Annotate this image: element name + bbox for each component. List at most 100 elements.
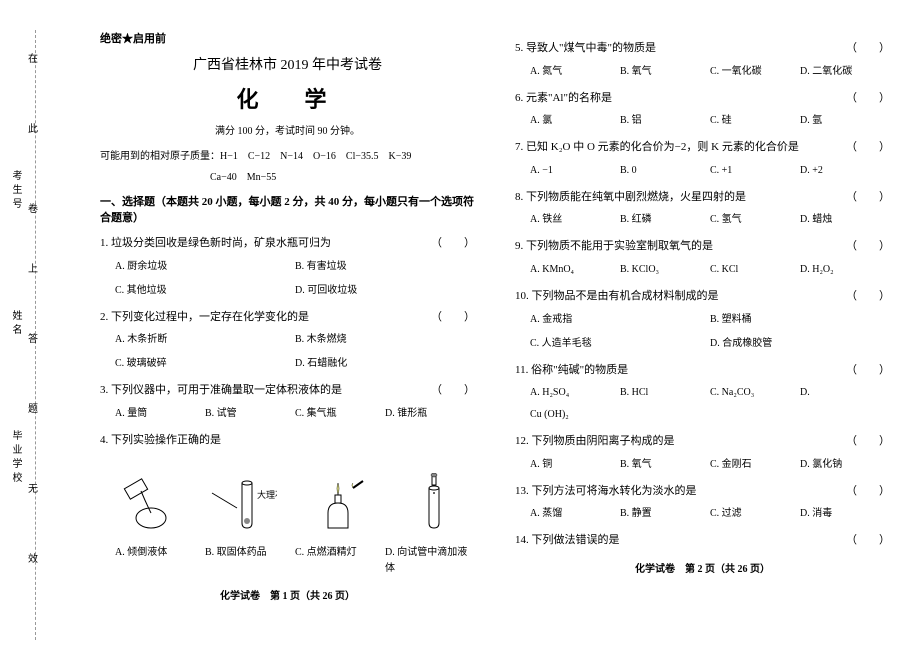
answer-paren: （ ）	[846, 238, 890, 256]
q1-text: 1. 垃圾分类回收是绿色新时尚，矿泉水瓶可归为	[100, 235, 331, 253]
q11-opt-a: A. H₂SO₄	[530, 385, 620, 401]
q9-opt-c: C. KCl	[710, 262, 800, 278]
q9-opt-d: D. H₂O₂	[800, 262, 890, 278]
dropper-icon	[399, 473, 459, 533]
q12-opt-a: A. 铜	[530, 457, 620, 473]
answer-paren: （ ）	[846, 288, 890, 306]
q7-opt-b: B. 0	[620, 163, 710, 179]
q10-opt-b: B. 塑料桶	[710, 312, 890, 328]
margin-char: 上	[28, 260, 38, 275]
marble-label: 大理石	[257, 489, 277, 500]
q5-opt-a: A. 氮气	[530, 64, 620, 80]
pour-liquid-icon	[116, 473, 176, 533]
binding-margin: 在 此 考生号 卷 上 姓名 答 题 毕业学校 无 效	[35, 30, 70, 640]
q11-opt-d2: Cu (OH)₂	[530, 407, 890, 423]
margin-char: 此	[28, 120, 38, 135]
answer-paren: （ ）	[846, 139, 890, 157]
q6-opt-d: D. 氩	[800, 113, 890, 129]
q2-opt-d: D. 石蜡融化	[295, 356, 475, 372]
q7-opt-a: A. −1	[530, 163, 620, 179]
q11-opt-d: D.	[800, 385, 890, 401]
q10-opt-d: D. 合成橡胶管	[710, 336, 890, 352]
q5-opt-d: D. 二氧化碳	[800, 64, 890, 80]
margin-char: 题	[28, 400, 38, 415]
q1-opt-a: A. 厨余垃圾	[115, 259, 295, 275]
atomic-masses: 可能用到的相对原子质量：H−1 C−12 N−14 O−16 Cl−35.5 K…	[100, 147, 475, 162]
diagram-a	[116, 473, 176, 537]
q10-opt-c: C. 人造羊毛毯	[530, 336, 710, 352]
q13-opt-b: B. 静置	[620, 506, 710, 522]
q2-text: 2. 下列变化过程中，一定存在化学变化的是	[100, 309, 309, 327]
margin-char: 卷	[28, 200, 38, 215]
answer-paren: （ ）	[846, 532, 890, 550]
question-10: 10. 下列物品不是由有机合成材料制成的是（ ） A. 金戒指 B. 塑料桶 C…	[515, 288, 890, 352]
question-8: 8. 下列物质能在纯氧中剧烈燃烧，火星四射的是 （ ） A. 铁丝 B. 红磷 C…	[515, 189, 890, 229]
section-1-header: 一、选择题（本题共 20 小题，每小题 2 分，共 40 分，每小题只有一个选项…	[100, 193, 475, 225]
q5-opt-c: C. 一氧化碳	[710, 64, 800, 80]
q3-text: 3. 下列仪器中，可用于准确量取一定体积液体的是	[100, 382, 342, 400]
margin-char: 答	[28, 330, 38, 345]
margin-char: 在	[28, 50, 38, 65]
q3-opt-d: D. 锥形瓶	[385, 406, 475, 422]
answer-paren: （ ）	[846, 40, 890, 58]
q9-opt-b: B. KClO₃	[620, 262, 710, 278]
q2-opt-b: B. 木条燃烧	[295, 332, 475, 348]
question-7: 7. 已知 K₂O 中 O 元素的化合价为−2，则 K 元素的化合价是 （ ） A…	[515, 139, 890, 179]
page-footer-2: 化学试卷 第 2 页（共 26 页）	[515, 560, 890, 575]
q10-opt-a: A. 金戒指	[530, 312, 710, 328]
q12-opt-d: D. 氯化钠	[800, 457, 890, 473]
student-id-label: 考生号	[8, 170, 23, 212]
exam-info: 满分 100 分，考试时间 90 分钟。	[100, 122, 475, 137]
exam-title: 广西省桂林市 2019 年中考试卷	[100, 54, 475, 74]
question-12: 12. 下列物质由阴阳离子构成的是（ ） A. 铜 B. 氧气 C. 金刚石 D…	[515, 433, 890, 473]
q4-opt-b: B. 取固体药品	[205, 545, 295, 577]
name-label: 姓名	[8, 310, 23, 338]
subject-title: 化 学	[100, 82, 475, 114]
question-2: 2. 下列变化过程中，一定存在化学变化的是（ ） A. 木条折断 B. 木条燃烧…	[100, 309, 475, 373]
q8-text: 8. 下列物质能在纯氧中剧烈燃烧，火星四射的是	[515, 189, 746, 207]
q12-text: 12. 下列物质由阴阳离子构成的是	[515, 433, 675, 451]
q4-opt-d: D. 向试管中滴加液体	[385, 545, 475, 577]
q13-opt-c: C. 过滤	[710, 506, 800, 522]
q4-text: 4. 下列实验操作正确的是	[100, 432, 221, 450]
q9-opt-a: A. KMnO₄	[530, 262, 620, 278]
left-page: 绝密★启用前 广西省桂林市 2019 年中考试卷 化 学 满分 100 分，考试…	[90, 30, 485, 640]
question-14: 14. 下列做法错误的是 （ ）	[515, 532, 890, 550]
q13-text: 13. 下列方法可将海水转化为淡水的是	[515, 483, 697, 501]
q11-opt-c: C. Na₂CO₃	[710, 385, 800, 401]
answer-paren: （ ）	[431, 382, 475, 400]
confidential-header: 绝密★启用前	[100, 30, 475, 46]
question-4: 4. 下列实验操作正确的是 大理石	[100, 432, 475, 578]
q6-opt-b: B. 铝	[620, 113, 710, 129]
right-page: 5. 导致人"煤气中毒"的物质是（ ） A. 氮气 B. 氧气 C. 一氧化碳 …	[505, 30, 900, 640]
answer-paren: （ ）	[846, 362, 890, 380]
q1-opt-b: B. 有害垃圾	[295, 259, 475, 275]
page-container: 在 此 考生号 卷 上 姓名 答 题 毕业学校 无 效 绝密★启用前 广西省桂林…	[20, 30, 900, 640]
light-lamp-icon	[308, 473, 368, 533]
q11-text: 11. 俗称"纯碱"的物质是	[515, 362, 628, 380]
q13-opt-a: A. 蒸馏	[530, 506, 620, 522]
q5-text: 5. 导致人"煤气中毒"的物质是	[515, 40, 656, 58]
q8-opt-c: C. 氢气	[710, 212, 800, 228]
answer-paren: （ ）	[846, 189, 890, 207]
solid-sample-icon: 大理石	[207, 473, 277, 533]
question-3: 3. 下列仪器中，可用于准确量取一定体积液体的是（ ） A. 量筒 B. 试管 …	[100, 382, 475, 422]
diagram-d	[399, 473, 459, 537]
q9-text: 9. 下列物质不能用于实验室制取氧气的是	[515, 238, 713, 256]
q11-opt-b: B. HCl	[620, 385, 710, 401]
answer-paren: （ ）	[846, 90, 890, 108]
diagram-b: 大理石	[207, 473, 277, 537]
q7-text: 7. 已知 K₂O 中 O 元素的化合价为−2，则 K 元素的化合价是	[515, 139, 799, 157]
q12-opt-b: B. 氧气	[620, 457, 710, 473]
q4-opt-a: A. 倾倒液体	[115, 545, 205, 577]
question-11: 11. 俗称"纯碱"的物质是 （ ） A. H₂SO₄ B. HCl C. Na₂…	[515, 362, 890, 424]
q2-opt-c: C. 玻璃破碎	[115, 356, 295, 372]
q12-opt-c: C. 金刚石	[710, 457, 800, 473]
q8-opt-a: A. 铁丝	[530, 212, 620, 228]
q13-opt-d: D. 消毒	[800, 506, 890, 522]
q14-text: 14. 下列做法错误的是	[515, 532, 620, 550]
margin-char: 无	[28, 480, 38, 495]
q8-opt-b: B. 红磷	[620, 212, 710, 228]
school-label: 毕业学校	[8, 430, 23, 486]
answer-paren: （ ）	[431, 309, 475, 327]
